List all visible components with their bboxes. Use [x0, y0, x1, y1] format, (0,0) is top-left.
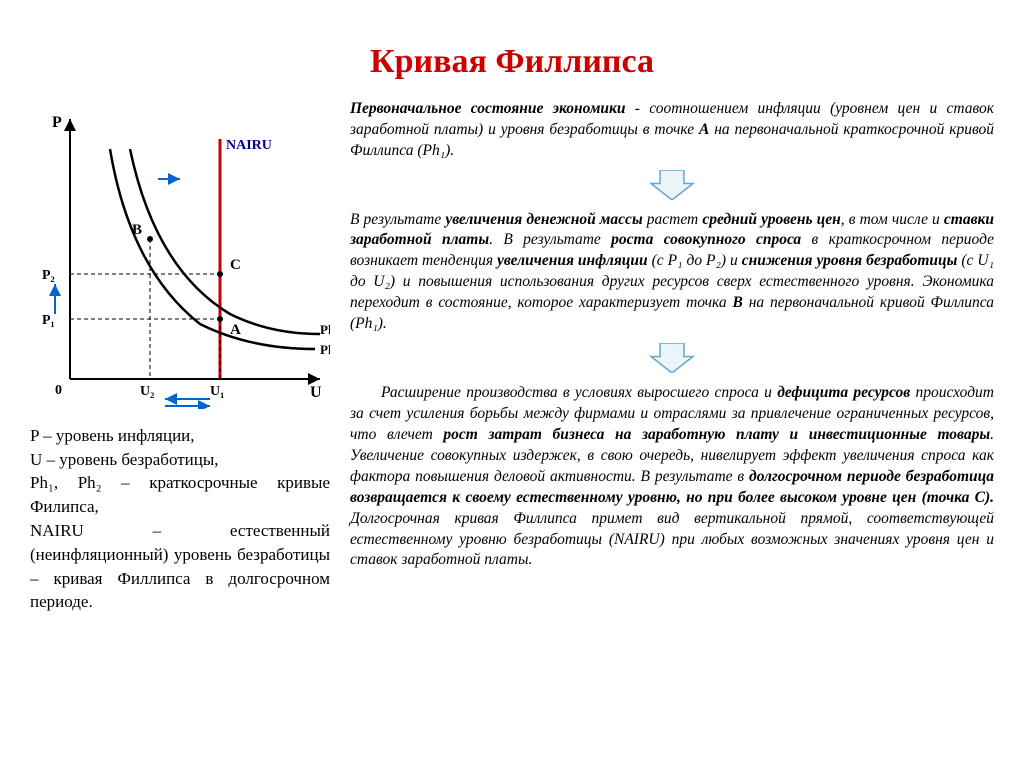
chart-legend: P – уровень инфляции, U – уровень безраб… — [30, 424, 330, 614]
svg-text:Ph₁: Ph₁ — [320, 342, 330, 357]
down-arrow-icon — [642, 343, 702, 373]
svg-text:0: 0 — [55, 383, 62, 398]
legend-ph: Ph₁, Ph₂ – краткосрочные кривые Филипса, — [30, 471, 330, 519]
down-arrow-icon — [642, 170, 702, 200]
legend-p: P – уровень инфляции, — [30, 424, 330, 448]
svg-text:B: B — [132, 222, 142, 238]
right-column: Первоначальное состояние экономики - соо… — [350, 99, 994, 614]
svg-text:U₂: U₂ — [140, 384, 154, 399]
svg-text:P: P — [52, 114, 62, 131]
left-column: P U 0 NAIRU Ph₁ Ph₂ A B C P₁ P₂ U₁ U₂ P – уровень ин… — [30, 99, 330, 614]
legend-nairu: NAIRU – естественный (неинфляционный) ур… — [30, 519, 330, 614]
svg-text:NAIRU: NAIRU — [226, 138, 272, 153]
phillips-chart: P U 0 NAIRU Ph₁ Ph₂ A B C P₁ P₂ U₁ U₂ — [30, 99, 330, 409]
svg-text:U: U — [310, 384, 322, 401]
svg-text:P₁: P₁ — [42, 313, 55, 328]
content-row: P U 0 NAIRU Ph₁ Ph₂ A B C P₁ P₂ U₁ U₂ P – уровень ин… — [30, 99, 994, 614]
paragraph-2: В результате увеличения денежной массы р… — [350, 210, 994, 336]
svg-text:A: A — [230, 322, 241, 338]
legend-u: U – уровень безработицы, — [30, 448, 330, 472]
page-title: Кривая Филлипса — [30, 43, 994, 81]
svg-text:C: C — [230, 257, 241, 273]
svg-text:P₂: P₂ — [42, 268, 55, 283]
svg-text:Ph₂: Ph₂ — [320, 322, 330, 337]
paragraph-1: Первоначальное состояние экономики - соо… — [350, 99, 994, 162]
paragraph-3: Расширение производства в условиях вырос… — [350, 383, 994, 571]
svg-text:U₁: U₁ — [210, 384, 224, 399]
